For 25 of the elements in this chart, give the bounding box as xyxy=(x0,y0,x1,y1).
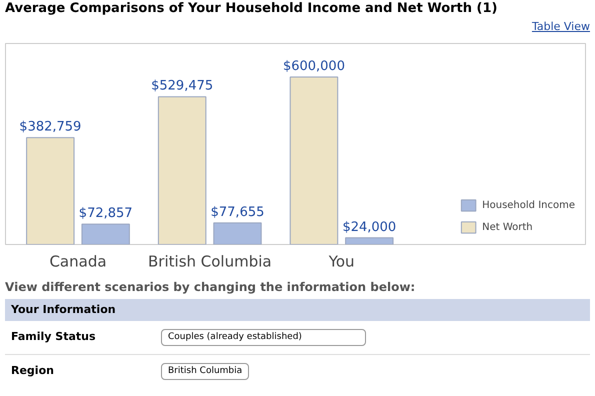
bar xyxy=(290,76,338,244)
legend-label: Household Income xyxy=(482,200,575,210)
x-tick-label: You xyxy=(328,252,355,270)
text: Family Status xyxy=(11,328,97,345)
data-label: $529,475 xyxy=(151,78,214,94)
text: Your Information xyxy=(5,299,590,321)
data-label: $72,857 xyxy=(78,206,133,222)
text: View different scenarios by changing the information below: xyxy=(5,279,416,296)
x-tick-label: Canada xyxy=(49,252,107,270)
bar xyxy=(26,137,75,244)
data-label: $77,655 xyxy=(210,204,264,220)
text: Region xyxy=(11,362,55,379)
bar xyxy=(158,96,206,244)
bar xyxy=(345,237,394,244)
text: British Columbia xyxy=(161,362,250,380)
x-tick-label: British Columbia xyxy=(148,252,272,270)
bar xyxy=(213,222,262,244)
data-label: $600,000 xyxy=(282,59,345,74)
chart-title: Average Comparisons of Your Household Income and Net Worth (1) xyxy=(5,0,498,18)
bar xyxy=(81,224,130,244)
text: Table View xyxy=(530,18,590,34)
data-label: $382,759 xyxy=(19,120,82,135)
data-label: $24,000 xyxy=(342,220,396,235)
text: Couples (already established) xyxy=(161,328,366,346)
legend-label: Net Worth xyxy=(482,222,533,232)
